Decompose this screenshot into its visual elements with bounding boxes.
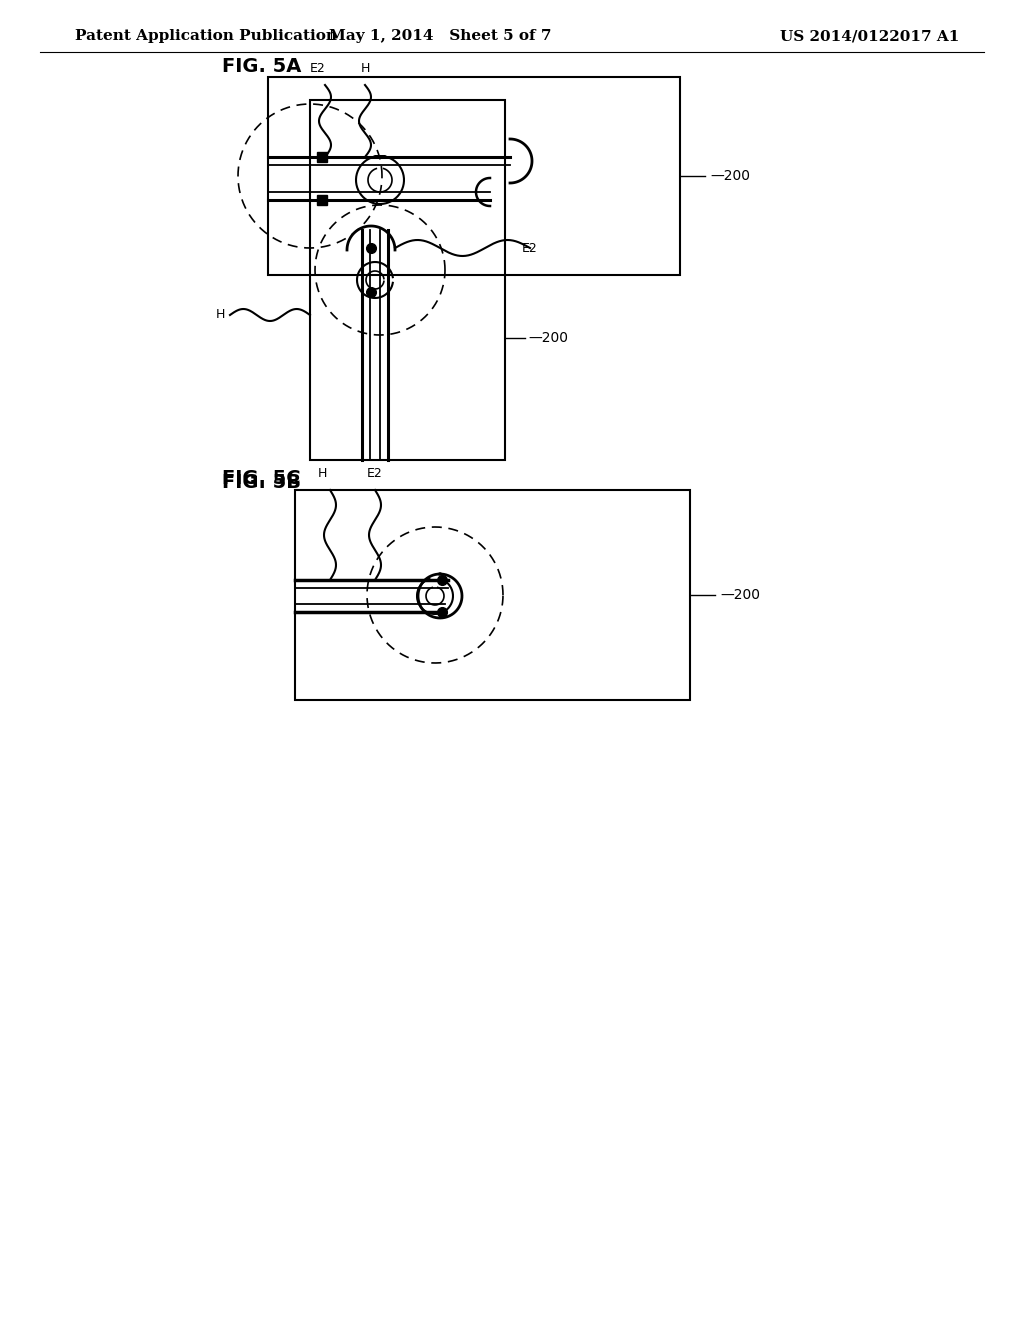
Bar (295, 490, 690, 700)
Bar (268, 77, 680, 275)
Text: H: H (317, 467, 327, 480)
Text: FIG. 5B: FIG. 5B (222, 473, 301, 491)
Text: Patent Application Publication: Patent Application Publication (75, 29, 337, 44)
Text: —200: —200 (710, 169, 750, 183)
Text: E2: E2 (522, 242, 538, 255)
Text: H: H (360, 62, 370, 75)
Text: FIG. 5C: FIG. 5C (222, 469, 301, 487)
Bar (310, 100, 505, 459)
Text: —200: —200 (720, 587, 760, 602)
Text: —200: —200 (528, 331, 568, 345)
Text: FIG. 5A: FIG. 5A (222, 58, 301, 77)
Text: E2: E2 (368, 467, 383, 480)
Text: May 1, 2014   Sheet 5 of 7: May 1, 2014 Sheet 5 of 7 (329, 29, 551, 44)
Text: H: H (216, 309, 225, 322)
Text: E2: E2 (310, 62, 326, 75)
Text: US 2014/0122017 A1: US 2014/0122017 A1 (780, 29, 959, 44)
